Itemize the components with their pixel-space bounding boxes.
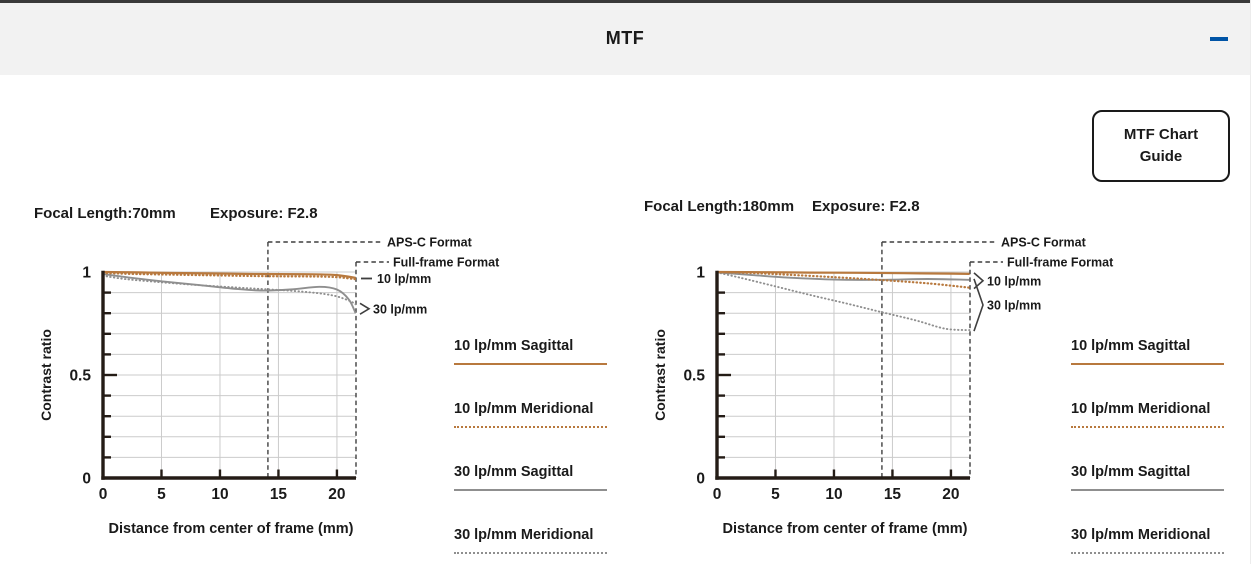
svg-text:0: 0 bbox=[82, 471, 91, 488]
exposure-label-70mm: Exposure: F2.8 bbox=[210, 205, 318, 222]
legend-line-orange-dotted-icon bbox=[454, 426, 607, 428]
legend-line-orange-solid-icon bbox=[1071, 363, 1224, 365]
focal-length-label-180mm: Focal Length:180mm bbox=[644, 198, 795, 215]
section-title: MTF bbox=[605, 28, 645, 48]
mtf-chart-180mm: APS-C Format Full-frame Format 1 0.5 00 5 10 15… bbox=[683, 236, 1114, 504]
legend-line-gray-solid-icon bbox=[454, 489, 607, 491]
guide-button-label-line2: Guide bbox=[1139, 148, 1183, 165]
svg-text:5: 5 bbox=[771, 486, 780, 503]
legend-item: 30 lp/mm Meridional bbox=[454, 527, 624, 554]
legend-item: 10 lp/mm Meridional bbox=[1071, 401, 1241, 428]
svg-text:30 lp/mm: 30 lp/mm bbox=[373, 302, 427, 316]
svg-text:0.5: 0.5 bbox=[69, 368, 91, 385]
chart-legend-left: 10 lp/mm Sagittal 10 lp/mm Meridional 30… bbox=[454, 338, 624, 564]
svg-text:20: 20 bbox=[942, 486, 959, 503]
svg-text:15: 15 bbox=[884, 486, 902, 503]
legend-label: 30 lp/mm Meridional bbox=[1071, 527, 1211, 543]
legend-item: 30 lp/mm Sagittal bbox=[1071, 464, 1241, 491]
svg-text:5: 5 bbox=[157, 486, 166, 503]
svg-text:10: 10 bbox=[211, 486, 228, 503]
svg-text:10 lp/mm: 10 lp/mm bbox=[377, 272, 431, 286]
legend-line-gray-dotted-icon bbox=[454, 552, 607, 554]
legend-label: 10 lp/mm Sagittal bbox=[454, 338, 574, 354]
legend-line-orange-solid-icon bbox=[454, 363, 607, 365]
legend-item: 30 lp/mm Meridional bbox=[1071, 527, 1241, 554]
x-axis-label-right: Distance from center of frame (mm) bbox=[722, 521, 968, 537]
legend-item: 30 lp/mm Sagittal bbox=[454, 464, 624, 491]
legend-label: 10 lp/mm Meridional bbox=[1071, 401, 1211, 417]
right-edge-divider bbox=[1250, 0, 1251, 564]
svg-text:1: 1 bbox=[82, 265, 91, 282]
legend-label: 30 lp/mm Meridional bbox=[454, 527, 594, 543]
svg-text:APS-C Format: APS-C Format bbox=[1001, 236, 1087, 250]
svg-text:0: 0 bbox=[713, 486, 722, 503]
mtf-chart-guide-button[interactable]: MTF Chart Guide bbox=[1092, 110, 1230, 182]
svg-text:APS-C Format: APS-C Format bbox=[387, 236, 473, 250]
svg-text:10 lp/mm: 10 lp/mm bbox=[987, 274, 1041, 288]
legend-label: 10 lp/mm Meridional bbox=[454, 401, 594, 417]
focal-length-label-70mm: Focal Length:70mm bbox=[34, 205, 176, 222]
svg-text:20: 20 bbox=[328, 486, 345, 503]
svg-text:0: 0 bbox=[99, 486, 108, 503]
exposure-label-180mm: Exposure: F2.8 bbox=[812, 198, 920, 215]
svg-text:0: 0 bbox=[696, 471, 705, 488]
svg-text:10: 10 bbox=[825, 486, 842, 503]
legend-line-gray-dotted-icon bbox=[1071, 552, 1224, 554]
mtf-chart-70mm: APS-C Format Full-frame Format 1 0.5 00 5 10 15… bbox=[69, 236, 500, 504]
x-axis-label-left: Distance from center of frame (mm) bbox=[108, 521, 354, 537]
legend-label: 30 lp/mm Sagittal bbox=[454, 464, 574, 480]
svg-text:0.5: 0.5 bbox=[683, 368, 705, 385]
svg-text:Full-frame Format: Full-frame Format bbox=[393, 256, 500, 270]
chart-legend-right: 10 lp/mm Sagittal 10 lp/mm Meridional 30… bbox=[1071, 338, 1241, 564]
legend-line-gray-solid-icon bbox=[1071, 489, 1224, 491]
svg-text:1: 1 bbox=[696, 265, 705, 282]
svg-text:Full-frame Format: Full-frame Format bbox=[1007, 256, 1114, 270]
legend-item: 10 lp/mm Sagittal bbox=[1071, 338, 1241, 365]
collapse-button[interactable] bbox=[1202, 22, 1236, 56]
legend-label: 30 lp/mm Sagittal bbox=[1071, 464, 1191, 480]
legend-item: 10 lp/mm Meridional bbox=[454, 401, 624, 428]
minus-icon bbox=[1210, 37, 1228, 41]
legend-line-orange-dotted-icon bbox=[1071, 426, 1224, 428]
legend-label: 10 lp/mm Sagittal bbox=[1071, 338, 1191, 354]
section-header: MTF bbox=[0, 0, 1250, 75]
guide-button-label-line1: MTF Chart bbox=[1123, 125, 1199, 143]
legend-item: 10 lp/mm Sagittal bbox=[454, 338, 624, 365]
svg-text:30 lp/mm: 30 lp/mm bbox=[987, 298, 1041, 312]
svg-text:15: 15 bbox=[270, 486, 288, 503]
